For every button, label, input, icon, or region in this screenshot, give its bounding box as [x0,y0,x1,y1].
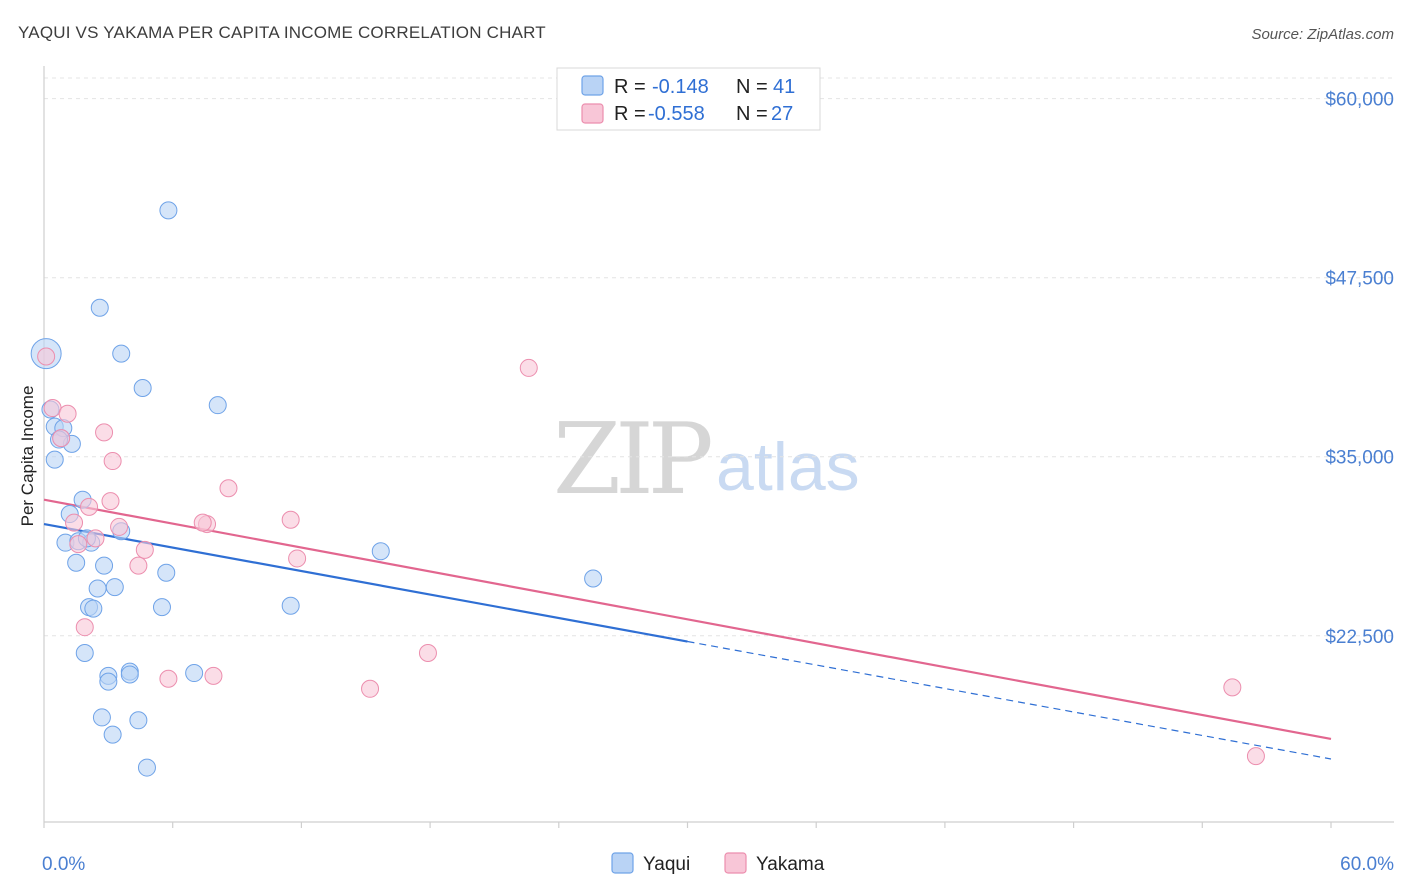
point-yaqui [75,643,94,662]
legend-box: R = -0.148 N = 41 R = -0.558 N = 27 [556,67,821,131]
data-points [30,201,1265,777]
point-yaqui [84,599,103,618]
point-yakama [65,513,84,532]
point-yakama [159,669,178,688]
point-yakama [110,517,129,536]
legend-swatch-yakama [581,103,604,124]
point-yaqui [185,664,204,683]
x-tick-label: 60.0% [1340,854,1394,875]
legend-n-value-yaqui: 41 [773,76,795,98]
tick-labels: $60,000 $47,500 $35,000 $22,500 0.0% 60.0% [42,90,1394,875]
point-yakama [1246,747,1265,766]
y-tick-label: $35,000 [1325,448,1394,469]
point-yaqui [105,578,124,597]
watermark-zip: ZIP [553,403,711,517]
legend-r-label-yaqui: R = [614,76,646,98]
point-yakama [43,399,62,418]
point-yaqui [88,579,107,598]
bottom-legend: Yaqui Yakama [611,852,825,875]
trend-lines [43,498,1332,760]
point-yakama [135,540,154,559]
y-axis-label: Per Capita Income [18,386,37,527]
legend-r-value-yakama: -0.558 [648,103,705,125]
chart-source: Source: ZipAtlas.com [1251,26,1394,43]
point-yaqui [157,563,176,582]
point-yakama [52,429,71,448]
y-tick-label: $22,500 [1325,627,1394,648]
point-yakama [101,492,120,511]
point-yaqui [99,672,118,691]
legend-swatch-yaqui [581,75,604,96]
point-yaqui [45,450,64,469]
bottom-legend-label-yakama: Yakama [756,854,825,875]
point-yakama [361,679,380,698]
point-yakama [204,666,223,685]
bottom-legend-swatch-yaqui [611,852,634,874]
point-yakama [1223,678,1242,697]
legend-n-label-yakama: N = [736,103,768,125]
point-yakama [37,347,56,366]
point-yaqui [159,201,178,220]
watermark-atlas: atlas [716,429,860,505]
point-yaqui [95,556,114,575]
trend-line-yakama [43,498,1332,741]
point-yaqui [152,598,171,617]
point-yaqui [90,298,109,317]
point-yakama [95,423,114,442]
point-yaqui [103,725,122,744]
point-yakama [288,549,307,568]
chart-title: YAQUI VS YAKAMA PER CAPITA INCOME CORREL… [18,23,546,42]
legend-n-value-yakama: 27 [771,103,793,125]
watermark: ZIP atlas [553,403,860,517]
axes [43,66,1394,828]
point-yakama [80,497,99,516]
point-yaqui [584,569,603,588]
point-yakama [219,479,238,498]
point-yakama [75,618,94,637]
point-yaqui [120,665,139,684]
legend-r-label-yakama: R = [614,103,646,125]
point-yakama [129,556,148,575]
x-tick-label: 0.0% [42,854,85,875]
trend-line-extension-yaqui [687,640,1332,760]
legend-n-label-yaqui: N = [736,76,768,98]
bottom-legend-label-yaqui: Yaqui [643,854,690,875]
point-yakama [86,529,105,548]
y-tick-label: $60,000 [1325,90,1394,111]
point-yaqui [112,344,131,363]
point-yakama [103,452,122,471]
point-yakama [69,535,88,554]
point-yakama [58,404,77,423]
point-yaqui [129,711,148,730]
point-yaqui [137,758,156,777]
point-yaqui [133,378,152,397]
bottom-legend-swatch-yakama [724,852,747,874]
point-yaqui [371,542,390,561]
point-yaqui [92,708,111,727]
point-yaqui [281,596,300,615]
gridlines [44,77,1394,637]
point-yakama [519,358,538,377]
point-yaqui [208,396,227,415]
point-yakama [281,510,300,529]
point-yakama [193,513,212,532]
point-yakama [418,643,437,662]
point-yaqui [67,553,86,572]
legend-r-value-yaqui: -0.148 [652,76,709,98]
y-tick-label: $47,500 [1325,269,1394,290]
